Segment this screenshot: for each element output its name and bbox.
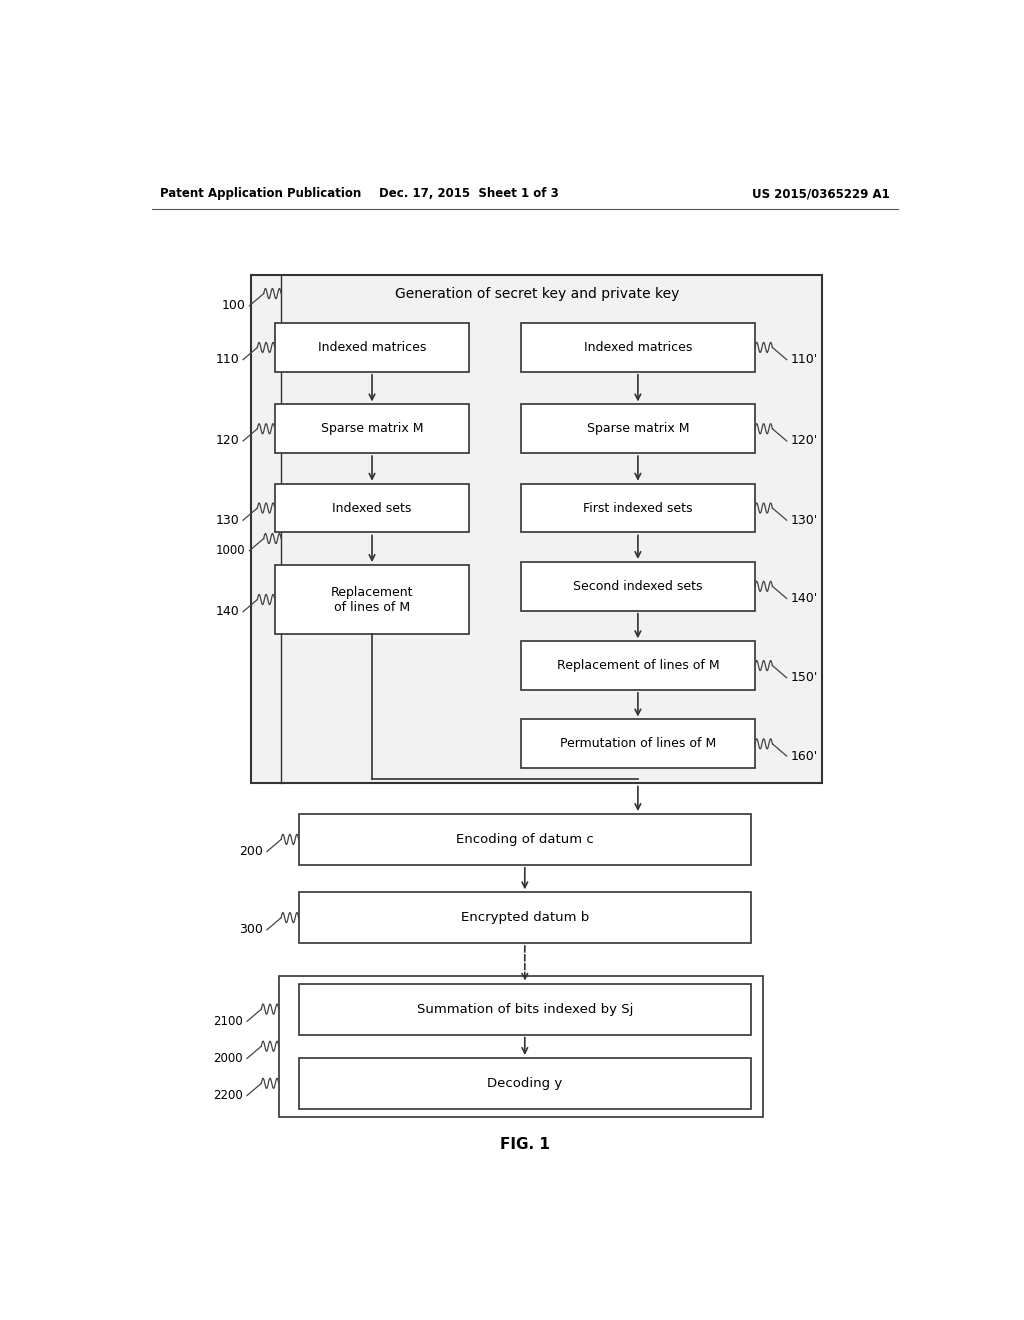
Text: Replacement of lines of M: Replacement of lines of M xyxy=(557,659,719,672)
Text: Permutation of lines of M: Permutation of lines of M xyxy=(560,738,716,750)
Text: 2000: 2000 xyxy=(213,1052,243,1065)
Bar xyxy=(279,975,763,1117)
Bar xyxy=(274,323,469,372)
Text: 1000: 1000 xyxy=(216,544,246,557)
Bar xyxy=(521,404,755,453)
Text: 2200: 2200 xyxy=(213,1089,243,1102)
Text: US 2015/0365229 A1: US 2015/0365229 A1 xyxy=(752,187,890,201)
Text: 150': 150' xyxy=(791,672,818,684)
Bar xyxy=(521,719,755,768)
Text: Patent Application Publication: Patent Application Publication xyxy=(160,187,361,201)
Text: Summation of bits indexed by Sj: Summation of bits indexed by Sj xyxy=(417,1003,633,1015)
Text: 110': 110' xyxy=(791,354,818,366)
Text: 2100: 2100 xyxy=(213,1015,243,1028)
Text: Encrypted datum b: Encrypted datum b xyxy=(461,911,589,924)
Text: 120': 120' xyxy=(791,434,818,447)
Bar xyxy=(274,565,469,634)
Text: 140': 140' xyxy=(791,591,818,605)
Bar xyxy=(274,483,469,532)
Text: 140: 140 xyxy=(215,605,240,618)
Text: 110: 110 xyxy=(215,354,240,366)
Text: 300: 300 xyxy=(239,924,263,936)
Text: Decoding y: Decoding y xyxy=(487,1077,562,1090)
Text: 160': 160' xyxy=(791,750,818,763)
Text: 200: 200 xyxy=(239,845,263,858)
Text: Second indexed sets: Second indexed sets xyxy=(573,579,702,593)
Text: Dec. 17, 2015  Sheet 1 of 3: Dec. 17, 2015 Sheet 1 of 3 xyxy=(379,187,559,201)
Bar xyxy=(299,1057,751,1109)
Bar xyxy=(299,892,751,942)
Text: FIG. 1: FIG. 1 xyxy=(500,1137,550,1152)
Text: Replacement
of lines of M: Replacement of lines of M xyxy=(331,586,414,614)
Text: Sparse matrix M: Sparse matrix M xyxy=(587,422,689,436)
Text: First indexed sets: First indexed sets xyxy=(583,502,692,515)
Bar xyxy=(274,404,469,453)
Bar xyxy=(521,642,755,690)
Bar xyxy=(521,323,755,372)
Text: Indexed matrices: Indexed matrices xyxy=(317,341,426,354)
Bar xyxy=(299,983,751,1035)
Text: Generation of secret key and private key: Generation of secret key and private key xyxy=(394,286,679,301)
Bar xyxy=(251,276,822,784)
Text: Sparse matrix M: Sparse matrix M xyxy=(321,422,423,436)
Text: 120: 120 xyxy=(215,434,240,447)
Text: Indexed matrices: Indexed matrices xyxy=(584,341,692,354)
Bar xyxy=(521,483,755,532)
Bar xyxy=(299,814,751,865)
Text: 130: 130 xyxy=(215,513,240,527)
Text: 130': 130' xyxy=(791,513,818,527)
Text: 100: 100 xyxy=(221,300,246,313)
Text: Encoding of datum c: Encoding of datum c xyxy=(456,833,594,846)
Text: Indexed sets: Indexed sets xyxy=(333,502,412,515)
Bar xyxy=(521,562,755,611)
